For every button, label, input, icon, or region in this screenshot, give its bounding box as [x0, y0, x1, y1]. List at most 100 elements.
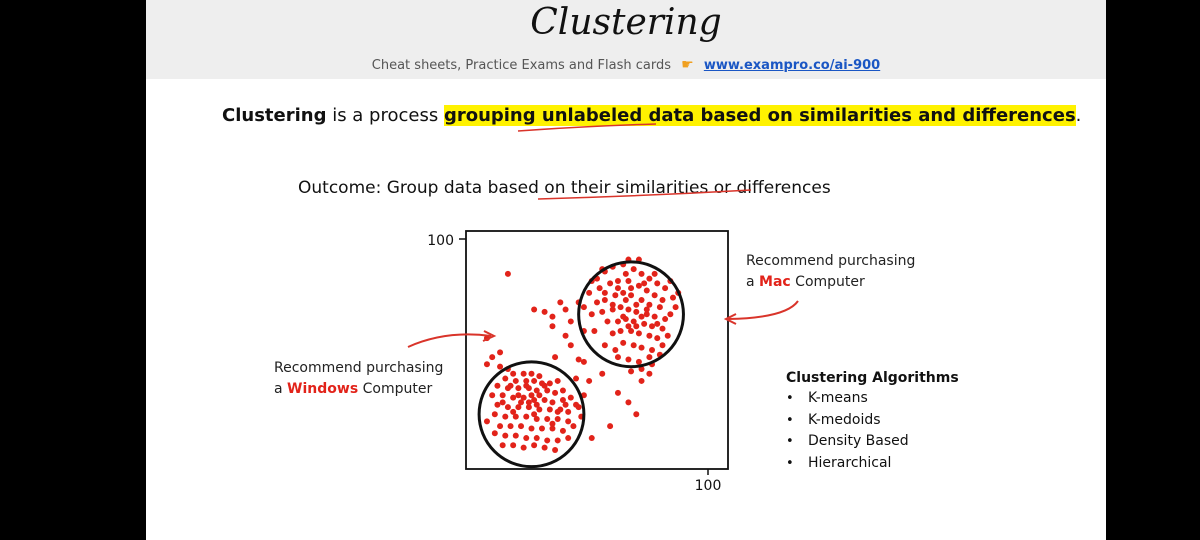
mac-annotation-suffix: Computer: [790, 274, 865, 290]
data-point: [659, 342, 666, 349]
data-point: [586, 289, 593, 296]
data-point: [531, 411, 538, 418]
data-point: [565, 408, 572, 415]
data-point: [643, 287, 650, 294]
data-point: [651, 270, 658, 277]
data-point: [659, 325, 666, 332]
data-point: [620, 339, 627, 346]
data-point: [525, 404, 532, 411]
data-point: [609, 330, 616, 337]
data-point: [565, 435, 572, 442]
slide: Clustering Cheat sheets, Practice Exams …: [146, 0, 1106, 540]
data-point: [523, 377, 530, 384]
data-point: [567, 318, 574, 325]
data-point: [510, 408, 517, 415]
data-point: [531, 306, 538, 313]
data-point: [672, 304, 679, 311]
data-point: [552, 446, 559, 453]
data-point: [625, 306, 632, 313]
definition-underline: [517, 123, 657, 132]
data-point: [649, 347, 656, 353]
data-point: [664, 332, 671, 339]
windows-arrow: [407, 333, 492, 348]
data-point: [591, 327, 598, 334]
subtitle-text: Cheat sheets, Practice Exams and Flash c…: [371, 58, 671, 73]
data-point: [614, 354, 621, 361]
data-point: [510, 442, 517, 449]
data-point: [620, 313, 627, 320]
data-point: [554, 416, 561, 423]
data-point: [533, 401, 540, 408]
data-point: [554, 437, 561, 444]
data-point: [536, 373, 543, 380]
data-point: [638, 270, 645, 277]
data-point: [549, 420, 556, 427]
data-point: [499, 442, 506, 449]
data-point: [510, 394, 517, 401]
data-point: [504, 270, 511, 277]
algorithm-item: Density Based: [786, 431, 959, 453]
mac-annotation: Recommend purchasing a Mac Computer: [746, 251, 915, 293]
data-point: [588, 435, 595, 442]
data-point: [580, 304, 587, 311]
data-point: [552, 354, 559, 361]
data-point: [518, 399, 525, 406]
algorithms-list: K-means K-medoids Density Based Hierarch…: [786, 388, 959, 474]
data-point: [523, 413, 530, 420]
data-point: [520, 370, 527, 377]
data-point: [497, 423, 504, 430]
data-point: [604, 318, 611, 325]
data-point: [607, 280, 614, 287]
windows-annotation-prefix: a: [274, 381, 288, 397]
data-point: [625, 356, 632, 363]
data-point: [580, 358, 587, 365]
data-point: [612, 292, 619, 299]
data-point: [641, 320, 648, 327]
mac-arrow: [727, 300, 799, 320]
data-point: [617, 327, 624, 334]
windows-annotation-suffix: Computer: [358, 381, 433, 397]
clustering-algorithms: Clustering Algorithms K-means K-medoids …: [786, 370, 959, 474]
data-point: [646, 332, 653, 339]
data-point: [507, 423, 514, 430]
page-title: Clustering: [530, 2, 722, 43]
data-point: [630, 342, 637, 349]
data-point: [512, 432, 519, 439]
data-point: [554, 408, 561, 415]
data-point: [662, 316, 669, 323]
data-point: [614, 389, 621, 396]
plot-frame: [465, 230, 729, 470]
data-point: [635, 330, 642, 337]
data-point: [525, 399, 532, 406]
data-point: [520, 444, 527, 451]
data-point: [512, 377, 519, 384]
data-point: [614, 318, 621, 325]
exampro-link[interactable]: www.exampro.co/ai-900: [703, 58, 881, 73]
data-point: [541, 382, 548, 389]
data-point: [596, 285, 603, 292]
data-point: [483, 361, 490, 368]
algorithms-heading: Clustering Algorithms: [786, 370, 959, 386]
definition-highlight: grouping unlabeled data based on similar…: [443, 105, 1076, 126]
data-point: [536, 406, 543, 413]
data-point: [601, 289, 608, 296]
data-point: [628, 327, 635, 334]
data-point: [633, 308, 640, 315]
data-point: [557, 299, 564, 306]
data-point: [601, 297, 608, 304]
data-point: [549, 323, 556, 330]
data-point: [494, 401, 501, 408]
data-point: [567, 394, 574, 401]
data-point: [520, 394, 527, 401]
data-point: [625, 399, 632, 406]
data-point: [518, 423, 525, 430]
data-point: [499, 399, 506, 406]
data-point: [607, 423, 614, 430]
cluster-circle-mac: [577, 260, 685, 369]
data-point: [643, 311, 650, 318]
data-point: [646, 275, 653, 282]
data-point: [531, 442, 538, 449]
data-point: [573, 401, 580, 408]
data-point: [638, 344, 645, 351]
data-point: [669, 294, 676, 301]
